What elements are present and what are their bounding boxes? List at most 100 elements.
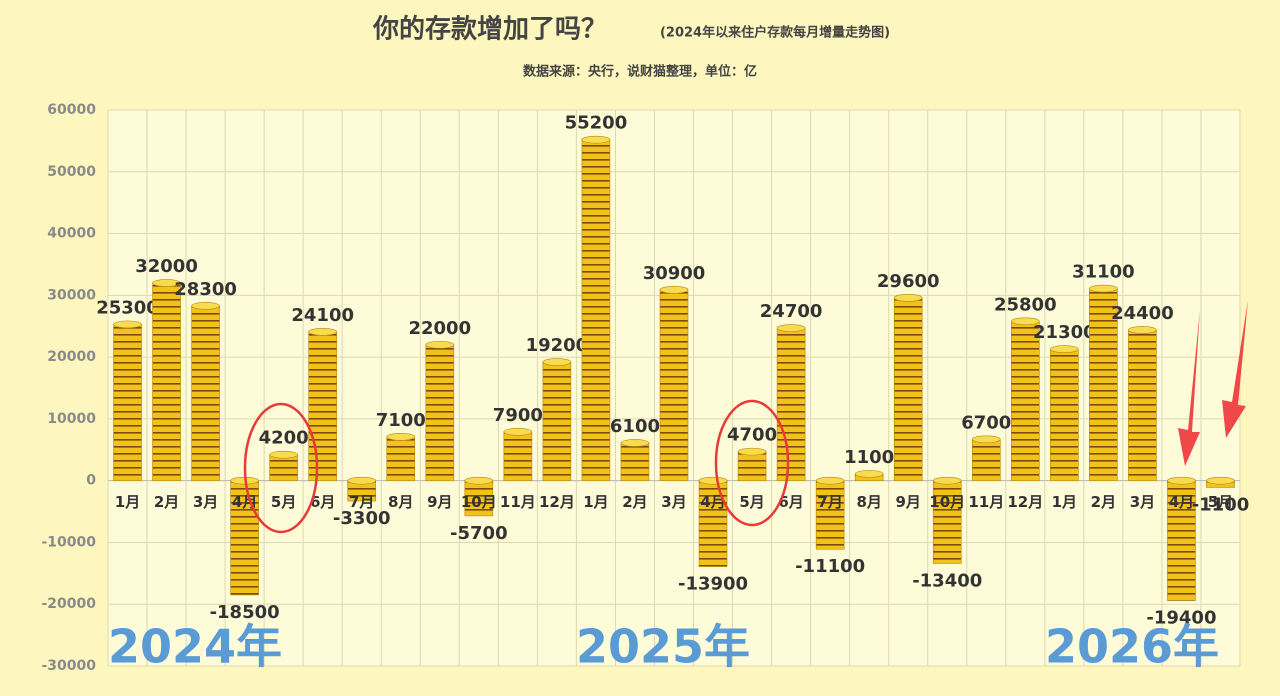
bar xyxy=(386,436,416,481)
y-tick-label: 20000 xyxy=(47,349,96,365)
coin-top xyxy=(737,447,767,456)
value-label: 4700 xyxy=(727,425,777,446)
x-tick-label: 7月 xyxy=(817,493,842,511)
bar xyxy=(464,480,494,517)
value-label: -3300 xyxy=(333,508,391,529)
value-label: 6700 xyxy=(961,412,1011,433)
x-tick-label: 7月 xyxy=(349,493,374,511)
coin-top xyxy=(1089,284,1118,293)
bar xyxy=(932,480,962,564)
highlight-circle xyxy=(714,399,790,527)
value-label: 22000 xyxy=(408,318,471,339)
x-tick-label: 3月 xyxy=(1130,493,1155,511)
value-label: 21300 xyxy=(1033,322,1096,343)
highlight-circle xyxy=(243,402,319,534)
value-label: -5700 xyxy=(450,523,508,544)
y-tick-label: 50000 xyxy=(47,164,96,180)
y-tick-label: 60000 xyxy=(47,102,96,118)
bar xyxy=(620,442,650,481)
x-tick-label: 9月 xyxy=(427,493,452,511)
y-tick-label: -10000 xyxy=(41,534,96,550)
bar xyxy=(269,454,298,481)
bar xyxy=(1167,480,1196,601)
x-tick-label: 12月 xyxy=(1007,493,1043,511)
x-tick-label: 5月 xyxy=(739,493,764,511)
x-tick-label: 9月 xyxy=(895,493,920,511)
coin-top xyxy=(932,476,962,485)
x-tick-label: 5月 xyxy=(271,493,296,511)
value-label: 24700 xyxy=(760,301,823,322)
bar xyxy=(1089,288,1118,481)
value-label: -11100 xyxy=(795,556,865,577)
x-tick-label: 4月 xyxy=(700,493,725,511)
coin-top xyxy=(425,340,455,349)
value-label: 30900 xyxy=(643,263,706,284)
coin-top xyxy=(503,428,533,436)
bar xyxy=(1011,320,1040,481)
x-tick-label: 10月 xyxy=(929,493,965,511)
x-tick-label: 2月 xyxy=(154,493,179,511)
chart-title: 你的存款增加了吗？ xyxy=(372,14,607,45)
arrow xyxy=(1222,300,1248,438)
coin-top xyxy=(269,450,298,459)
value-label: -18500 xyxy=(210,602,280,623)
x-tick-label: 12月 xyxy=(539,493,575,511)
bar xyxy=(971,438,1001,481)
x-tick-label: 8月 xyxy=(388,493,413,511)
y-tick-label: -20000 xyxy=(41,596,96,612)
coin-top xyxy=(698,476,728,485)
value-label: 19200 xyxy=(526,335,589,356)
x-tick-label: 5月 xyxy=(1208,493,1233,511)
x-tick-label: 2月 xyxy=(1091,493,1116,511)
year-label: 2025年 xyxy=(576,620,750,674)
value-label: 7100 xyxy=(376,410,426,431)
bar xyxy=(737,451,767,481)
coin-top xyxy=(191,302,220,310)
x-tick-label: 11月 xyxy=(968,493,1004,511)
value-label: 24100 xyxy=(291,305,354,326)
coin-top xyxy=(1011,317,1040,326)
coin-top xyxy=(152,279,181,287)
value-label: 7900 xyxy=(493,405,543,426)
x-tick-label: 1月 xyxy=(1052,493,1077,511)
bar xyxy=(659,289,689,481)
bar xyxy=(776,327,806,481)
source-note: 数据来源：央行，说财猫整理，单位：亿 xyxy=(523,64,757,80)
bar xyxy=(152,282,181,481)
plot: -30000 -20000 -10000 0 10000 20000 30000 40000 5… xyxy=(41,102,1249,674)
bar xyxy=(542,361,572,481)
coin-top xyxy=(1050,345,1079,353)
x-tick-label: 1月 xyxy=(115,493,140,511)
bar xyxy=(308,331,337,481)
coin-top xyxy=(347,476,377,485)
y-tick-label: 10000 xyxy=(47,411,96,427)
bar xyxy=(893,297,923,481)
value-label: 31100 xyxy=(1072,262,1135,283)
bar xyxy=(230,480,259,596)
chart-subtitle: (2024年以来住户存款每月增量走势图) xyxy=(660,25,890,41)
year-label: 2026年 xyxy=(1045,620,1219,674)
coin-top xyxy=(308,327,337,336)
y-tick-label: 30000 xyxy=(47,287,96,303)
value-label: -1100 xyxy=(1192,494,1250,515)
coin-top xyxy=(464,476,494,485)
coin-top xyxy=(854,470,884,478)
x-tick-label: 6月 xyxy=(310,493,335,511)
value-label: 25300 xyxy=(96,297,159,318)
bar xyxy=(1128,329,1157,481)
coin-top xyxy=(542,358,572,366)
x-tick-label: 11月 xyxy=(500,493,536,511)
value-label: -19400 xyxy=(1146,608,1216,629)
bar xyxy=(815,480,845,550)
coin-top xyxy=(581,135,611,144)
value-label: 25800 xyxy=(994,294,1057,315)
bar xyxy=(425,344,455,481)
y-tick-label: 0 xyxy=(86,473,96,489)
value-label: 24400 xyxy=(1111,303,1174,324)
arrow xyxy=(1178,310,1200,466)
coin-top xyxy=(620,439,650,447)
year-label: 2024年 xyxy=(108,620,282,674)
x-tick-label: 6月 xyxy=(778,493,803,511)
x-tick-label: 2月 xyxy=(622,493,647,511)
